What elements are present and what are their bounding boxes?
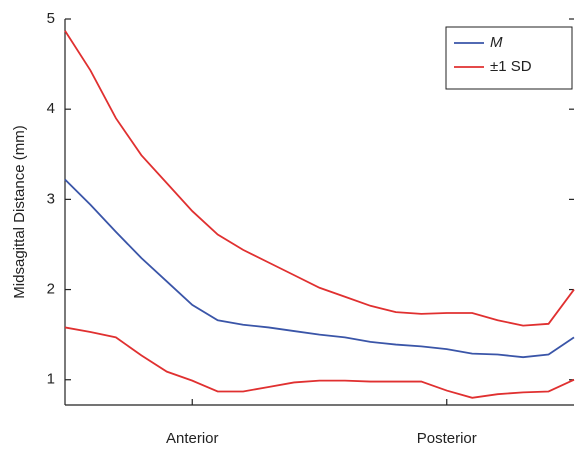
x-tick-label: Anterior — [166, 430, 219, 447]
legend-label: M — [490, 34, 503, 51]
legend-box — [445, 26, 573, 90]
series-line — [64, 178, 575, 359]
x-tick-label: Posterior — [417, 430, 477, 447]
y-tick-label: 3 — [47, 190, 55, 207]
legend-label: ±1 SD — [490, 58, 532, 75]
series-line — [64, 30, 575, 327]
y-tick-label: 5 — [47, 10, 55, 27]
y-tick-label: 2 — [47, 281, 55, 298]
y-tick-label: 4 — [47, 100, 55, 117]
y-tick-label: 1 — [47, 371, 55, 388]
y-axis-label: Midsagittal Distance (mm) — [11, 125, 28, 298]
series-line — [64, 326, 575, 399]
